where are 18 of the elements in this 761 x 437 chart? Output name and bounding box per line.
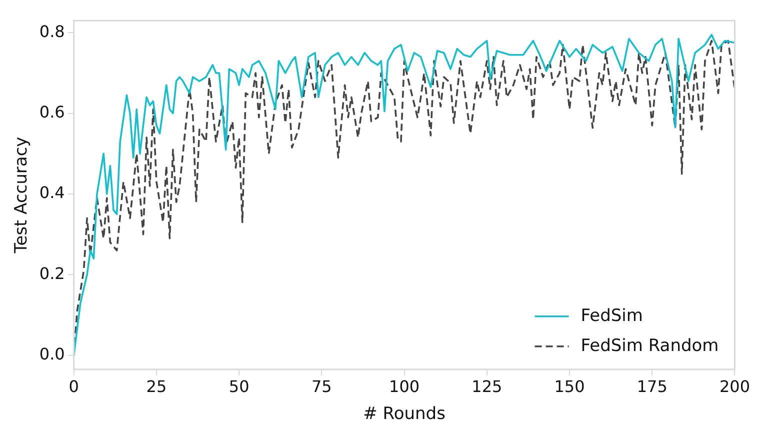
x-tick-label: 50 [228,377,250,396]
y-tick-label: 0.8 [39,22,65,41]
legend-label: FedSim [580,306,643,326]
x-axis-title: # Rounds [363,404,446,424]
x-tick-label: 25 [146,377,167,396]
y-tick-label: 0.2 [39,264,65,283]
x-tick-label: 175 [636,377,668,396]
y-tick-label: 0.0 [39,344,65,364]
y-tick-label: 0.4 [39,183,65,202]
x-tick-label: 100 [389,377,420,396]
y-axis-title: Test Accuracy [12,136,32,254]
y-tick-label: 0.6 [39,102,65,122]
x-tick-label: 0 [68,377,79,396]
x-tick-label: 150 [554,377,585,396]
legend-label: FedSim Random [580,336,719,356]
x-tick-label: 125 [472,377,502,396]
x-tick-label: 200 [719,377,750,396]
x-tick-label: 75 [312,377,332,396]
